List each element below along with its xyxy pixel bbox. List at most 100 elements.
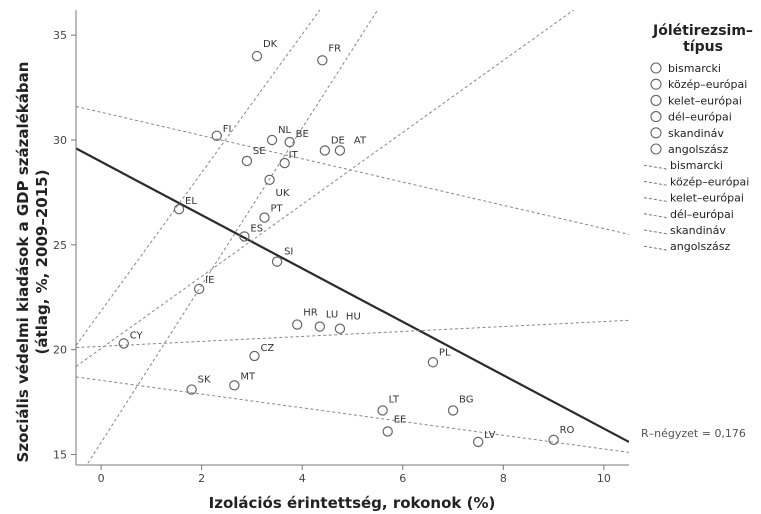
legend-line-label: dél–európai xyxy=(670,208,734,221)
y-axis-title-line2: (átlag, %, 2009–2015) xyxy=(33,170,51,355)
data-point-de xyxy=(319,145,331,156)
data-point-label: IE xyxy=(205,275,214,286)
data-point-at xyxy=(334,145,346,156)
data-point-label: PT xyxy=(271,204,284,215)
x-tick-label: 10 xyxy=(597,472,611,485)
data-point-label: HR xyxy=(303,308,318,319)
data-point-bg xyxy=(447,405,459,416)
x-tick-label: 0 xyxy=(98,472,105,485)
y-tick-label: 35 xyxy=(53,29,67,42)
data-point-ie xyxy=(193,283,205,295)
x-tick-label: 2 xyxy=(198,472,205,485)
legend-line-label: skandináv xyxy=(670,224,726,237)
axes-layer: 0 2 4 6 8 10 15 20 25 30 35 xyxy=(53,10,629,485)
data-point-dk xyxy=(251,50,263,62)
data-point-hr xyxy=(292,319,303,330)
points-layer: DK FR FI NL BE DE AT SE IT UK PT EL ES SI IE HR LU HU CY CZ… xyxy=(118,39,575,448)
legend-line-icon xyxy=(643,213,669,219)
data-point-mt xyxy=(229,380,240,391)
legend-marker-icon xyxy=(650,127,662,139)
legend-line-icon xyxy=(643,180,669,186)
x-tick-label: 6 xyxy=(399,472,406,485)
legend-marker-icon xyxy=(650,94,662,106)
data-point-ro xyxy=(548,434,559,446)
legend-marker-label: angolszász xyxy=(668,143,728,156)
data-point-ee xyxy=(382,426,393,437)
fit-line-közép-európai xyxy=(86,10,379,465)
legend: Jólétirezsim– típus bismarcki közép–európ… xyxy=(643,23,753,253)
legend-marker-label: dél–európai xyxy=(668,111,732,124)
data-point-label: DK xyxy=(263,39,278,50)
data-point-lt xyxy=(377,405,388,416)
data-point-be xyxy=(284,136,295,148)
y-tick-label: 15 xyxy=(53,449,67,462)
data-point-label: DE xyxy=(331,135,345,146)
legend-marker-label: kelet–európai xyxy=(668,94,742,107)
data-point-label: NL xyxy=(278,125,291,136)
y-tick-label: 20 xyxy=(53,344,67,357)
y-axis-title-line1: Szociális védelmi kiadások a GDP százalé… xyxy=(14,62,32,463)
data-point-si xyxy=(271,256,283,267)
data-point-label: LV xyxy=(484,430,495,441)
data-point-label: BE xyxy=(296,129,309,140)
legend-marker-icon xyxy=(650,62,662,74)
overall-fit-line xyxy=(76,147,629,443)
legend-title-line1: Jólétirezsim– xyxy=(652,23,753,39)
data-point-label: SK xyxy=(198,375,211,386)
data-point-fi xyxy=(211,130,222,142)
legend-marker-label: közép–európai xyxy=(668,78,747,91)
data-point-label: FI xyxy=(223,124,232,135)
data-point-sk xyxy=(186,384,197,395)
data-point-fr xyxy=(317,55,328,66)
data-point-label: PL xyxy=(439,347,451,358)
fit-line-skandináv xyxy=(76,10,321,346)
data-point-label: MT xyxy=(240,371,256,382)
data-point-label: RO xyxy=(560,425,575,436)
data-point-pt xyxy=(259,212,270,223)
data-point-lv xyxy=(472,436,484,448)
legend-title-line2: típus xyxy=(683,39,723,55)
legend-marker-icon xyxy=(650,78,662,90)
legend-marker-label: bismarcki xyxy=(668,62,721,75)
data-point-nl xyxy=(266,134,278,146)
data-point-label: AT xyxy=(354,135,367,146)
legend-line-label: közép–európai xyxy=(670,175,749,188)
data-point-label: CZ xyxy=(260,343,274,354)
legend-line-icon xyxy=(643,245,669,251)
data-point-el xyxy=(173,203,185,215)
legend-line-icon xyxy=(643,197,669,203)
data-point-label: IT xyxy=(289,150,299,161)
data-point-uk xyxy=(264,174,275,186)
data-point-label: SE xyxy=(253,146,266,157)
legend-line-label: angolszász xyxy=(670,240,730,253)
data-point-label: ES xyxy=(250,223,263,234)
legend-marker-icon xyxy=(650,111,662,123)
data-point-cy xyxy=(118,338,129,349)
legend-line-icon xyxy=(643,229,669,235)
x-axis-title: Izolációs érintettség, rokonok (%) xyxy=(209,494,496,512)
legend-line-label: bismarcki xyxy=(670,159,723,172)
data-point-lu xyxy=(314,321,326,332)
fit-line-angolszász xyxy=(76,319,629,349)
data-point-es xyxy=(239,231,250,242)
y-tick-label: 25 xyxy=(53,239,67,252)
legend-line-label: kelet–európai xyxy=(670,192,744,205)
data-point-label: LT xyxy=(389,394,400,405)
fit-lines-layer xyxy=(76,10,629,465)
x-tick-label: 8 xyxy=(500,472,507,485)
legend-line-icon xyxy=(643,164,669,170)
data-point-label: HU xyxy=(346,312,361,323)
data-point-pl xyxy=(427,357,439,368)
data-point-hu xyxy=(334,323,346,334)
fit-line-bismarcki xyxy=(76,105,629,235)
data-point-label: BG xyxy=(459,394,473,405)
legend-marker-icon xyxy=(650,143,662,155)
data-point-cz xyxy=(249,350,260,362)
data-point-label: SI xyxy=(284,247,293,258)
data-point-se xyxy=(241,155,253,167)
data-point-label: EL xyxy=(185,196,197,207)
x-tick-label: 4 xyxy=(299,472,306,485)
data-point-label: FR xyxy=(328,43,341,54)
data-point-label: CY xyxy=(130,330,144,341)
